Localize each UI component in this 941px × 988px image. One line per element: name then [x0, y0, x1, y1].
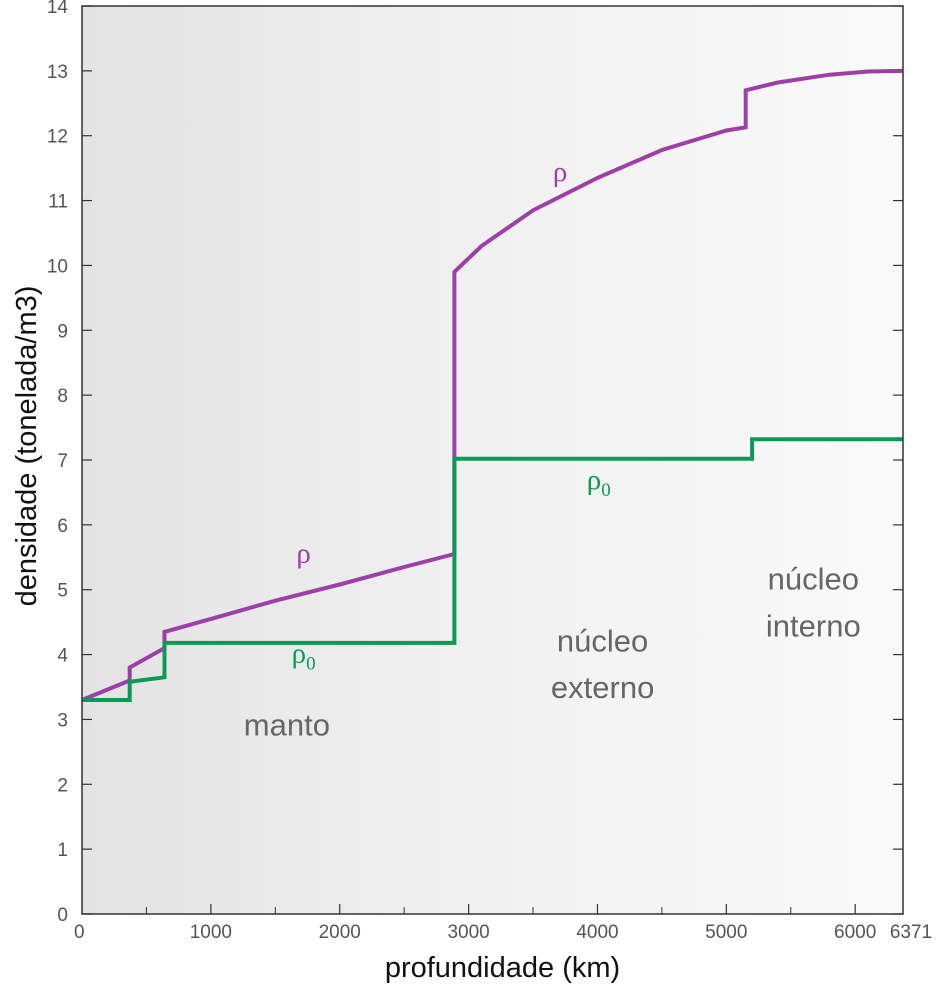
- y-tick-label: 13: [47, 62, 68, 83]
- series-line-rho0: [82, 437, 903, 702]
- y-tick-label: 12: [47, 127, 68, 148]
- y-tick-label: 1: [57, 840, 68, 861]
- y-tick-label: 2: [57, 775, 68, 796]
- y-tick-label: 7: [57, 451, 68, 472]
- x-tick-label: 6371: [890, 922, 932, 943]
- x-tick-label: 1000: [190, 922, 232, 943]
- series-line-rho: [81, 68, 904, 702]
- y-tick-label: 4: [57, 646, 68, 667]
- y-tick-label: 10: [47, 256, 68, 277]
- series-annotation: ρ: [553, 156, 567, 188]
- region-label: manto: [244, 708, 330, 743]
- y-tick-label: 9: [57, 321, 68, 342]
- x-axis-title: profundidade (km): [385, 952, 620, 984]
- y-tick-label: 5: [57, 581, 68, 602]
- region-label: interno: [766, 608, 861, 643]
- y-tick-label: 11: [48, 192, 68, 213]
- x-tick-label: 3000: [447, 922, 489, 943]
- y-tick-label: 6: [57, 516, 68, 537]
- series-lines: [81, 68, 904, 702]
- y-tick-label: 14: [47, 0, 69, 18]
- region-label: externo: [551, 670, 654, 705]
- region-label: núcleo: [768, 562, 859, 597]
- axis-ticks: [82, 5, 903, 915]
- x-tick-label: 0: [74, 922, 85, 943]
- x-tick-label: 4000: [576, 922, 618, 943]
- region-label: núcleo: [557, 623, 648, 658]
- x-tick-label: 2000: [319, 922, 361, 943]
- y-tick-label: 0: [57, 905, 68, 926]
- x-tick-label: 6000: [834, 922, 876, 943]
- plot-frame: [81, 5, 904, 915]
- y-tick-label: 3: [57, 710, 68, 731]
- y-tick-label: 8: [57, 386, 68, 407]
- y-axis-title: densidade (tonelada/m3): [11, 286, 43, 607]
- series-annotation: ρ: [296, 537, 310, 569]
- x-tick-label: 5000: [705, 922, 747, 943]
